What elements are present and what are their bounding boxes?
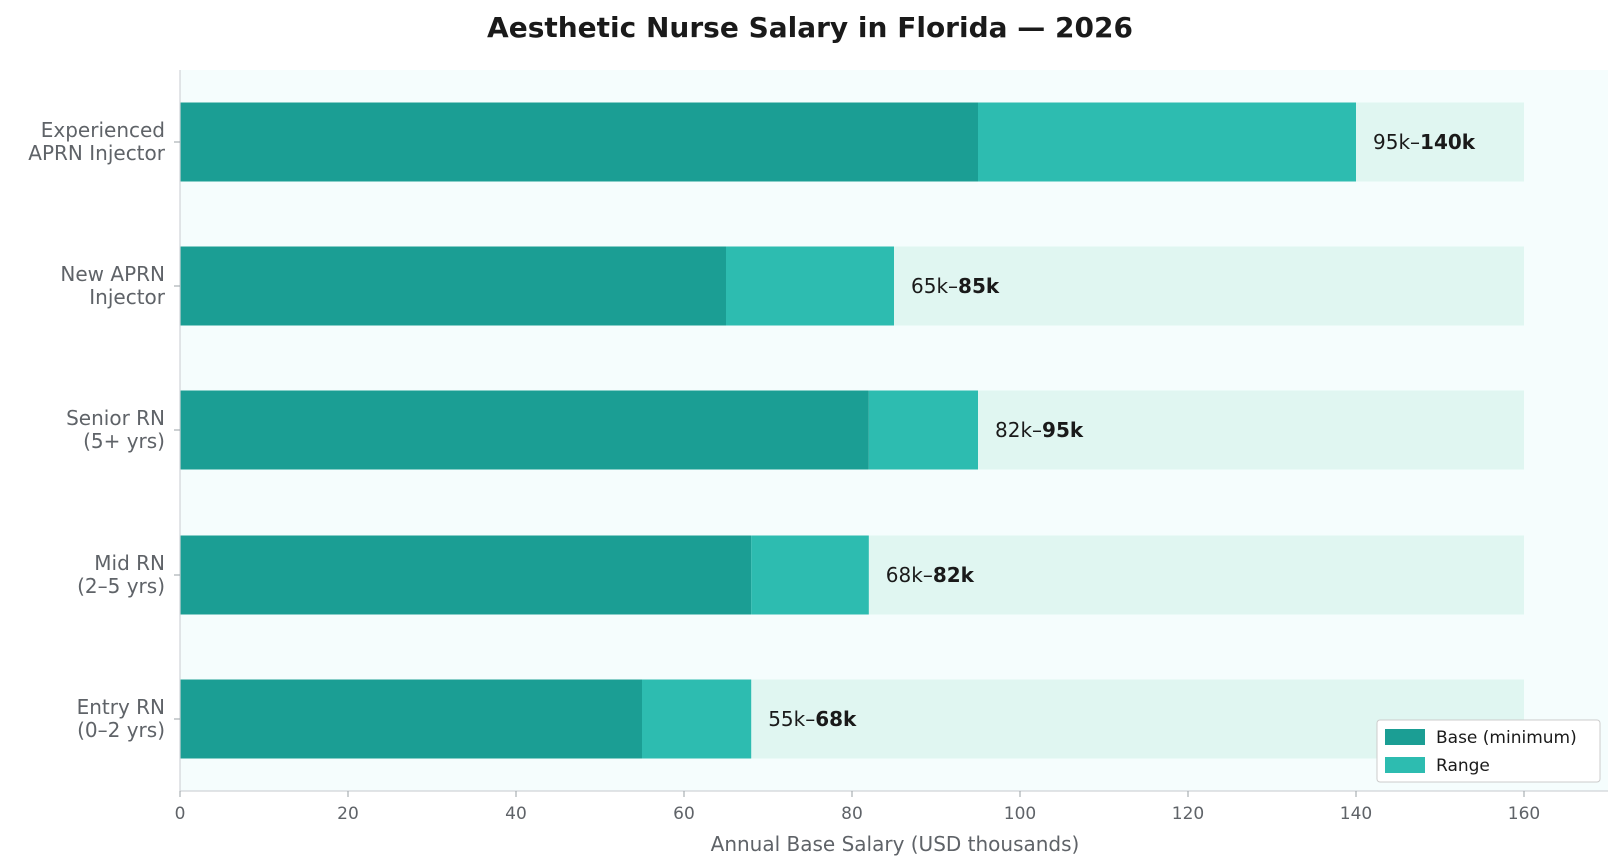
legend-label: Base (minimum) (1436, 728, 1577, 748)
legend-swatch (1385, 757, 1425, 773)
legend-swatch (1385, 729, 1425, 745)
bar-range (978, 102, 1356, 182)
x-tick-label: 140 (1340, 804, 1372, 824)
category-label: Experienced APRN Injector (28, 118, 165, 165)
category-label: Entry RN (0–2 yrs) (77, 695, 165, 742)
bar-base-min (180, 102, 978, 182)
x-tick-label: 160 (1508, 804, 1540, 824)
legend: Base (minimum) Range (1376, 719, 1601, 783)
x-tick-label: 120 (1172, 804, 1204, 824)
data-label: 95k–140k (1373, 130, 1476, 154)
bar-base-min (180, 390, 869, 470)
bar-range (642, 679, 752, 759)
data-label: 65k–85k (911, 274, 1000, 298)
category-label: New APRN Injector (60, 262, 165, 309)
data-label: 55k–68k (768, 707, 857, 731)
bar-base-min (180, 246, 726, 326)
x-tick-label: 0 (175, 804, 186, 824)
bar-base-min (180, 679, 642, 759)
x-tick-label: 60 (673, 804, 695, 824)
legend-label: Range (1436, 756, 1490, 776)
x-tick-label: 100 (1004, 804, 1036, 824)
category-label: Mid RN (2–5 yrs) (77, 551, 165, 598)
data-label: 82k–95k (995, 418, 1084, 442)
data-label: 68k–82k (886, 563, 975, 587)
x-tick-label: 40 (505, 804, 527, 824)
bar-range (868, 390, 978, 470)
category-label: Senior RN (5+ yrs) (66, 406, 165, 453)
bar-base-min (180, 535, 752, 615)
bar-range (726, 246, 894, 326)
bar-range (751, 535, 869, 615)
legend-box (1376, 719, 1601, 783)
x-tick-label: 80 (841, 804, 863, 824)
x-axis-title: Annual Base Salary (USD thousands) (711, 832, 1080, 856)
chart-title: Aesthetic Nurse Salary in Florida — 2026 (487, 11, 1133, 44)
x-tick-label: 20 (337, 804, 359, 824)
